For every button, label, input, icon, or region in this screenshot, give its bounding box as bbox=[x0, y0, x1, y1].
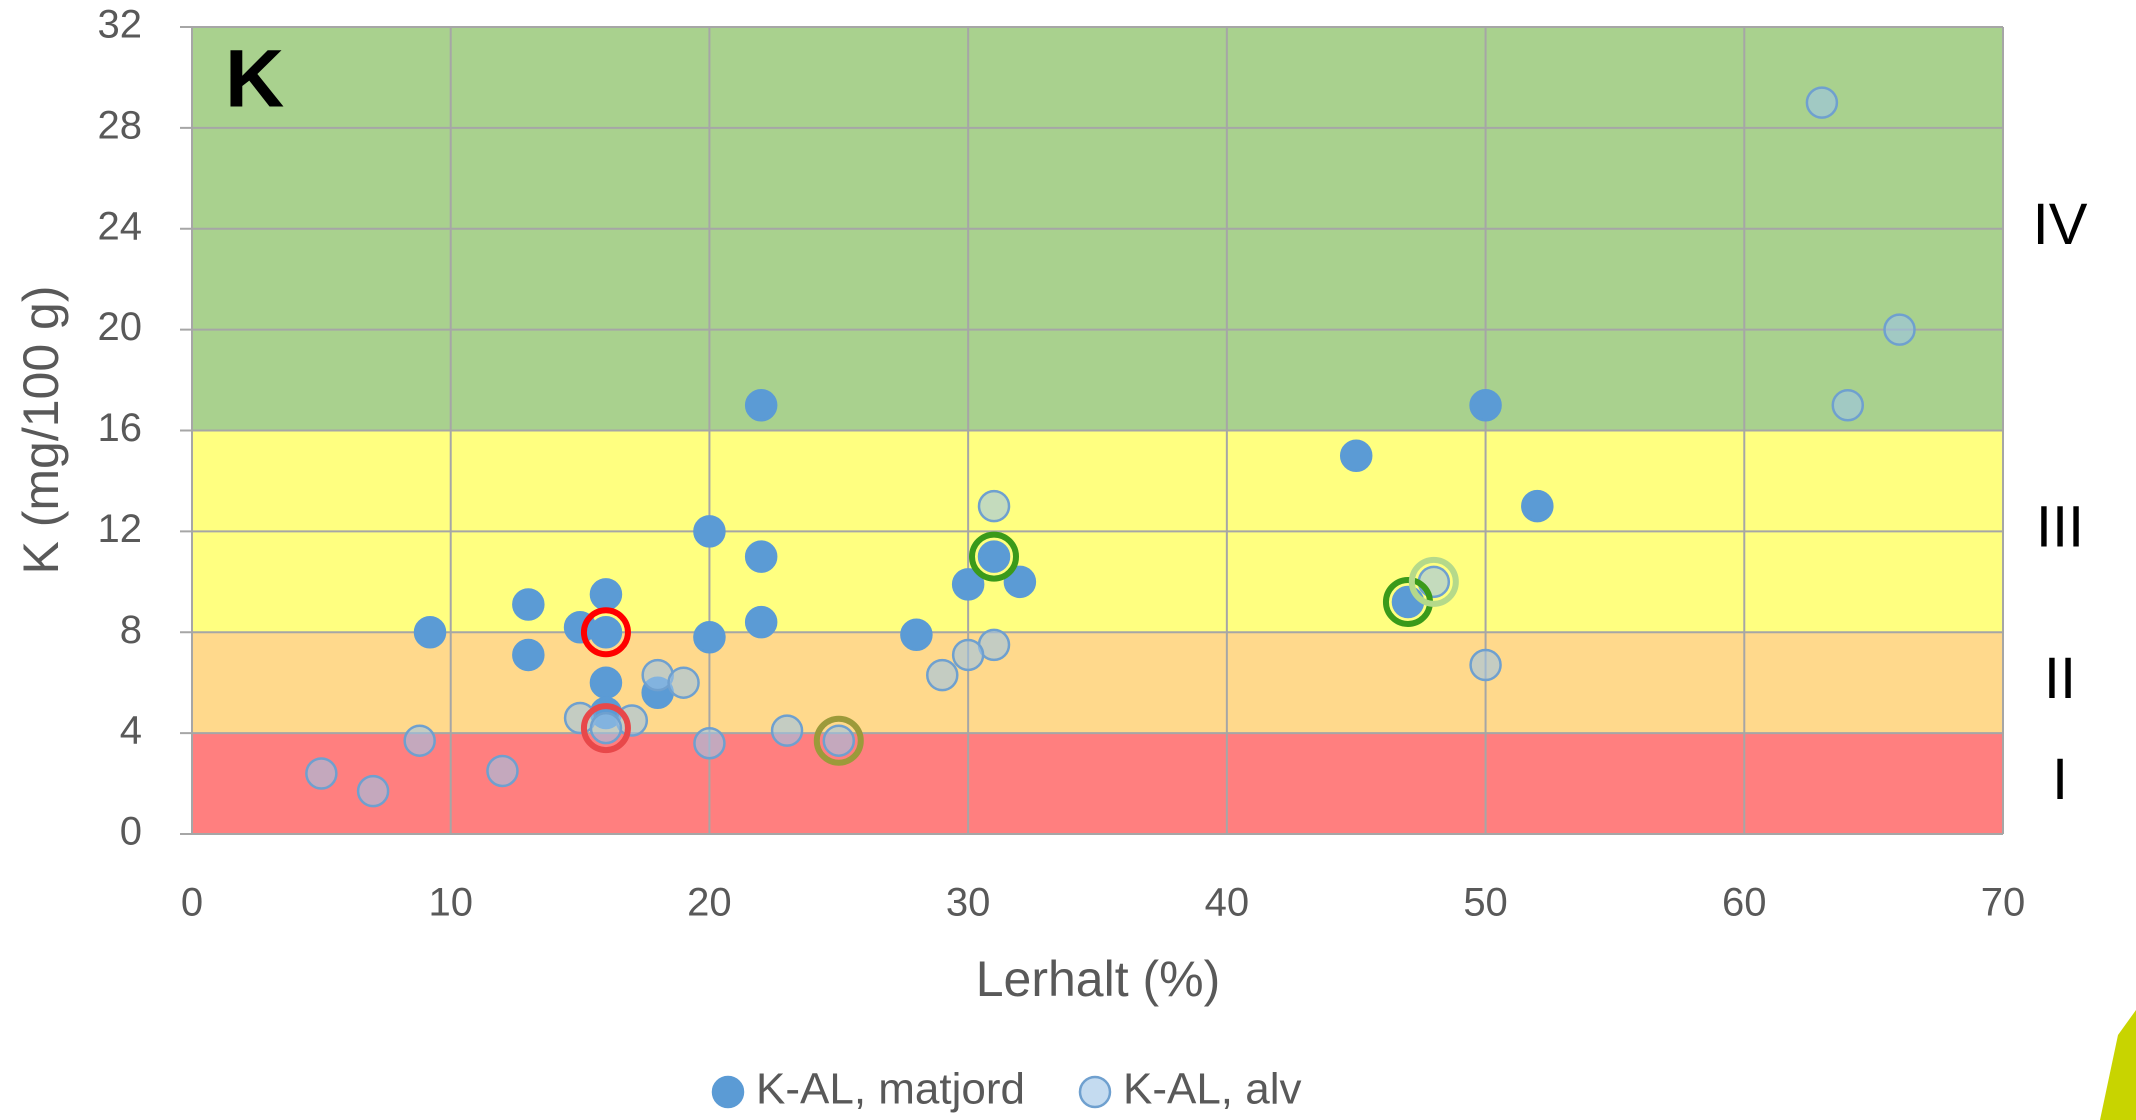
data-point bbox=[1339, 439, 1373, 472]
data-point bbox=[667, 666, 700, 699]
data-point bbox=[512, 588, 545, 621]
data-point bbox=[744, 389, 778, 422]
y-tick-label: 4 bbox=[120, 709, 142, 753]
data-point bbox=[486, 754, 519, 788]
data-point bbox=[1831, 389, 1865, 422]
data-point bbox=[900, 618, 933, 652]
legend-marker bbox=[1078, 1075, 1112, 1109]
data-point bbox=[403, 724, 436, 757]
data-point bbox=[1469, 648, 1502, 682]
y-tick-label: 0 bbox=[120, 810, 142, 854]
data-point bbox=[1417, 565, 1451, 599]
band bbox=[192, 733, 2003, 834]
data-point bbox=[693, 515, 726, 548]
x-tick-label: 30 bbox=[946, 881, 991, 925]
panel-label: K bbox=[225, 34, 284, 125]
band-label: III bbox=[2036, 495, 2084, 560]
data-point bbox=[951, 568, 985, 601]
corner-decoration bbox=[2100, 1010, 2136, 1120]
data-point bbox=[589, 616, 623, 649]
x-tick-label: 0 bbox=[181, 881, 203, 925]
legend-marker bbox=[711, 1075, 745, 1109]
band-label: IV bbox=[2033, 192, 2088, 257]
data-point bbox=[744, 540, 778, 573]
x-tick-label: 10 bbox=[428, 881, 473, 925]
y-tick-label: 12 bbox=[98, 507, 143, 551]
y-tick-label: 20 bbox=[98, 305, 143, 349]
x-tick-label: 40 bbox=[1205, 881, 1250, 925]
data-point bbox=[589, 666, 623, 699]
data-point bbox=[589, 711, 623, 745]
y-tick-label: 16 bbox=[98, 406, 143, 450]
data-point bbox=[413, 616, 447, 649]
legend-label: K-AL, matjord bbox=[756, 1065, 1025, 1114]
data-point bbox=[977, 540, 1011, 573]
y-tick-label: 28 bbox=[98, 103, 143, 147]
highlight-ring bbox=[580, 703, 631, 754]
y-tick-label: 32 bbox=[98, 3, 143, 47]
highlight-ring bbox=[1408, 556, 1459, 607]
highlight-ring bbox=[580, 607, 631, 658]
band-label: II bbox=[2044, 646, 2076, 711]
data-point bbox=[589, 578, 623, 611]
data-point bbox=[744, 605, 778, 639]
data-point bbox=[1469, 389, 1502, 422]
band bbox=[192, 632, 2003, 734]
x-tick-label: 60 bbox=[1722, 881, 1767, 925]
data-point bbox=[1883, 313, 1916, 346]
x-tick-label: 20 bbox=[687, 881, 732, 925]
band-label: I bbox=[2052, 747, 2068, 812]
highlight-ring bbox=[813, 715, 864, 766]
y-tick-label: 8 bbox=[120, 608, 142, 652]
y-axis-title: K (mg/100 g) bbox=[13, 285, 69, 574]
data-point bbox=[926, 658, 959, 692]
data-point bbox=[1521, 489, 1554, 523]
data-point bbox=[693, 621, 726, 654]
data-point bbox=[512, 638, 545, 672]
data-point bbox=[977, 489, 1011, 523]
plot-area: 0 10 20 30 40 50 60 70 0 4 8 12 16 20 24 28 32 bbox=[98, 3, 2026, 925]
highlight-ring bbox=[969, 531, 1020, 582]
y-tick-label: 24 bbox=[98, 204, 143, 248]
legend-label: K-AL, alv bbox=[1123, 1065, 1302, 1114]
data-point bbox=[1391, 585, 1425, 619]
data-point bbox=[693, 726, 726, 760]
data-point bbox=[1805, 86, 1839, 119]
data-point bbox=[356, 774, 390, 808]
data-point bbox=[770, 714, 804, 747]
data-point bbox=[951, 638, 985, 672]
data-point bbox=[822, 724, 856, 757]
x-tick-label: 50 bbox=[1463, 881, 1508, 925]
data-point bbox=[1003, 565, 1037, 599]
data-point bbox=[305, 757, 338, 790]
x-tick-label: 70 bbox=[1981, 881, 2026, 925]
x-axis-title: Lerhalt (%) bbox=[976, 951, 1221, 1007]
